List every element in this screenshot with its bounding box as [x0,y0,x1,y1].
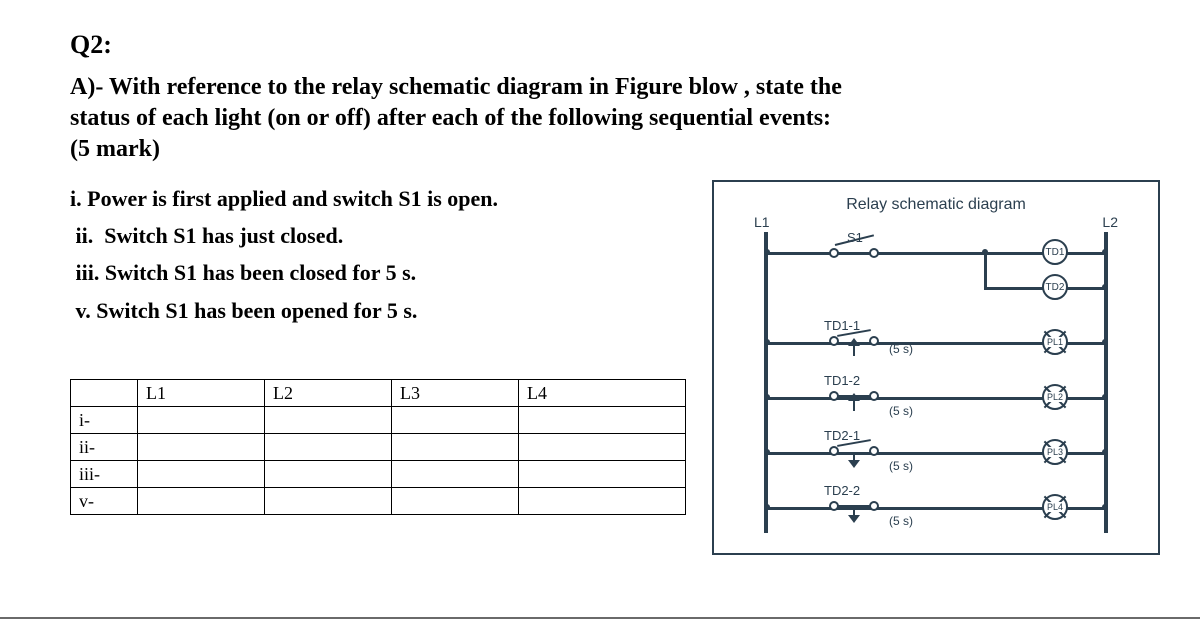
header-l4: L4 [519,380,686,407]
contact-td2-2-icon [829,499,879,525]
event-i: i. Power is first applied and switch S1 … [70,180,630,217]
row-label: iii- [71,461,138,488]
event-num: ii. [76,223,94,248]
node [1102,394,1108,400]
delay-label: (5 s) [889,459,913,473]
switch-s1-icon [829,240,879,260]
lamp-label: PL4 [1046,502,1064,512]
header-l3: L3 [392,380,519,407]
event-text: Power is first applied and switch S1 is … [87,186,498,211]
answer-table: L1 L2 L3 L4 i- ii- iii- v- [70,379,686,515]
contact-label: TD1-2 [824,373,860,388]
page: Q2: A)- With reference to the relay sche… [0,0,1200,525]
contact-td1-1-icon [829,334,879,360]
node [1102,449,1108,455]
coil-label: TD2 [1046,282,1065,293]
event-ii: ii. Switch S1 has just closed. [70,217,630,254]
node [1102,284,1108,290]
right-rail [1104,232,1108,533]
table-row: i- [71,407,686,434]
contact-td1-2-icon [829,389,879,415]
table-row: v- [71,488,686,515]
row-label: ii- [71,434,138,461]
prompt-line-2: status of each light (on or off) after e… [70,105,831,131]
row-label: i- [71,407,138,434]
marks: (5 mark) [70,136,160,162]
node [764,394,770,400]
node [982,249,988,255]
event-v: v. Switch S1 has been opened for 5 s. [70,292,630,329]
events-list: i. Power is first applied and switch S1 … [70,180,630,330]
node [1102,504,1108,510]
delay-label: (5 s) [889,342,913,356]
event-text: Switch S1 has been closed for 5 s. [105,260,416,285]
header-blank [71,380,138,407]
lamp-pl3: PL3 [1042,439,1068,465]
node [764,504,770,510]
node [1102,249,1108,255]
rail-label-l1: L1 [754,214,770,230]
question-prompt: A)- With reference to the relay schemati… [70,72,1130,166]
coil-label: TD1 [1046,247,1065,258]
event-num: iii. [76,260,100,285]
part-label: A)- [70,74,103,100]
event-iii: iii. Switch S1 has been closed for 5 s. [70,254,630,291]
node [764,449,770,455]
lamp-label: PL3 [1046,447,1064,457]
rail-label-l2: L2 [1102,214,1118,230]
table-header-row: L1 L2 L3 L4 [71,380,686,407]
question-number: Q2: [70,30,1130,60]
event-text: Switch S1 has been opened for 5 s. [96,298,417,323]
delay-label: (5 s) [889,514,913,528]
header-l1: L1 [138,380,265,407]
row-label: v- [71,488,138,515]
relay-schematic-diagram: Relay schematic diagram L1 L2 S1 TD1 TD2… [712,180,1160,555]
contact-td2-1-icon [829,444,879,470]
schematic-title: Relay schematic diagram [714,196,1158,214]
lamp-label: PL2 [1046,392,1064,402]
event-text: Switch S1 has just closed. [104,223,343,248]
node [1102,339,1108,345]
left-rail [764,232,768,533]
lamp-pl4: PL4 [1042,494,1068,520]
contact-label: TD2-2 [824,483,860,498]
prompt-line-1: With reference to the relay schematic di… [109,74,842,100]
wire [984,252,987,287]
table-row: ii- [71,434,686,461]
coil-td2: TD2 [1042,274,1068,300]
event-num: i. [70,186,82,211]
lamp-pl1: PL1 [1042,329,1068,355]
delay-label: (5 s) [889,404,913,418]
lamp-label: PL1 [1046,337,1064,347]
coil-td1: TD1 [1042,239,1068,265]
lamp-pl2: PL2 [1042,384,1068,410]
node [764,249,770,255]
table-row: iii- [71,461,686,488]
header-l2: L2 [265,380,392,407]
event-num: v. [76,298,91,323]
node [764,339,770,345]
page-divider [0,617,1200,619]
